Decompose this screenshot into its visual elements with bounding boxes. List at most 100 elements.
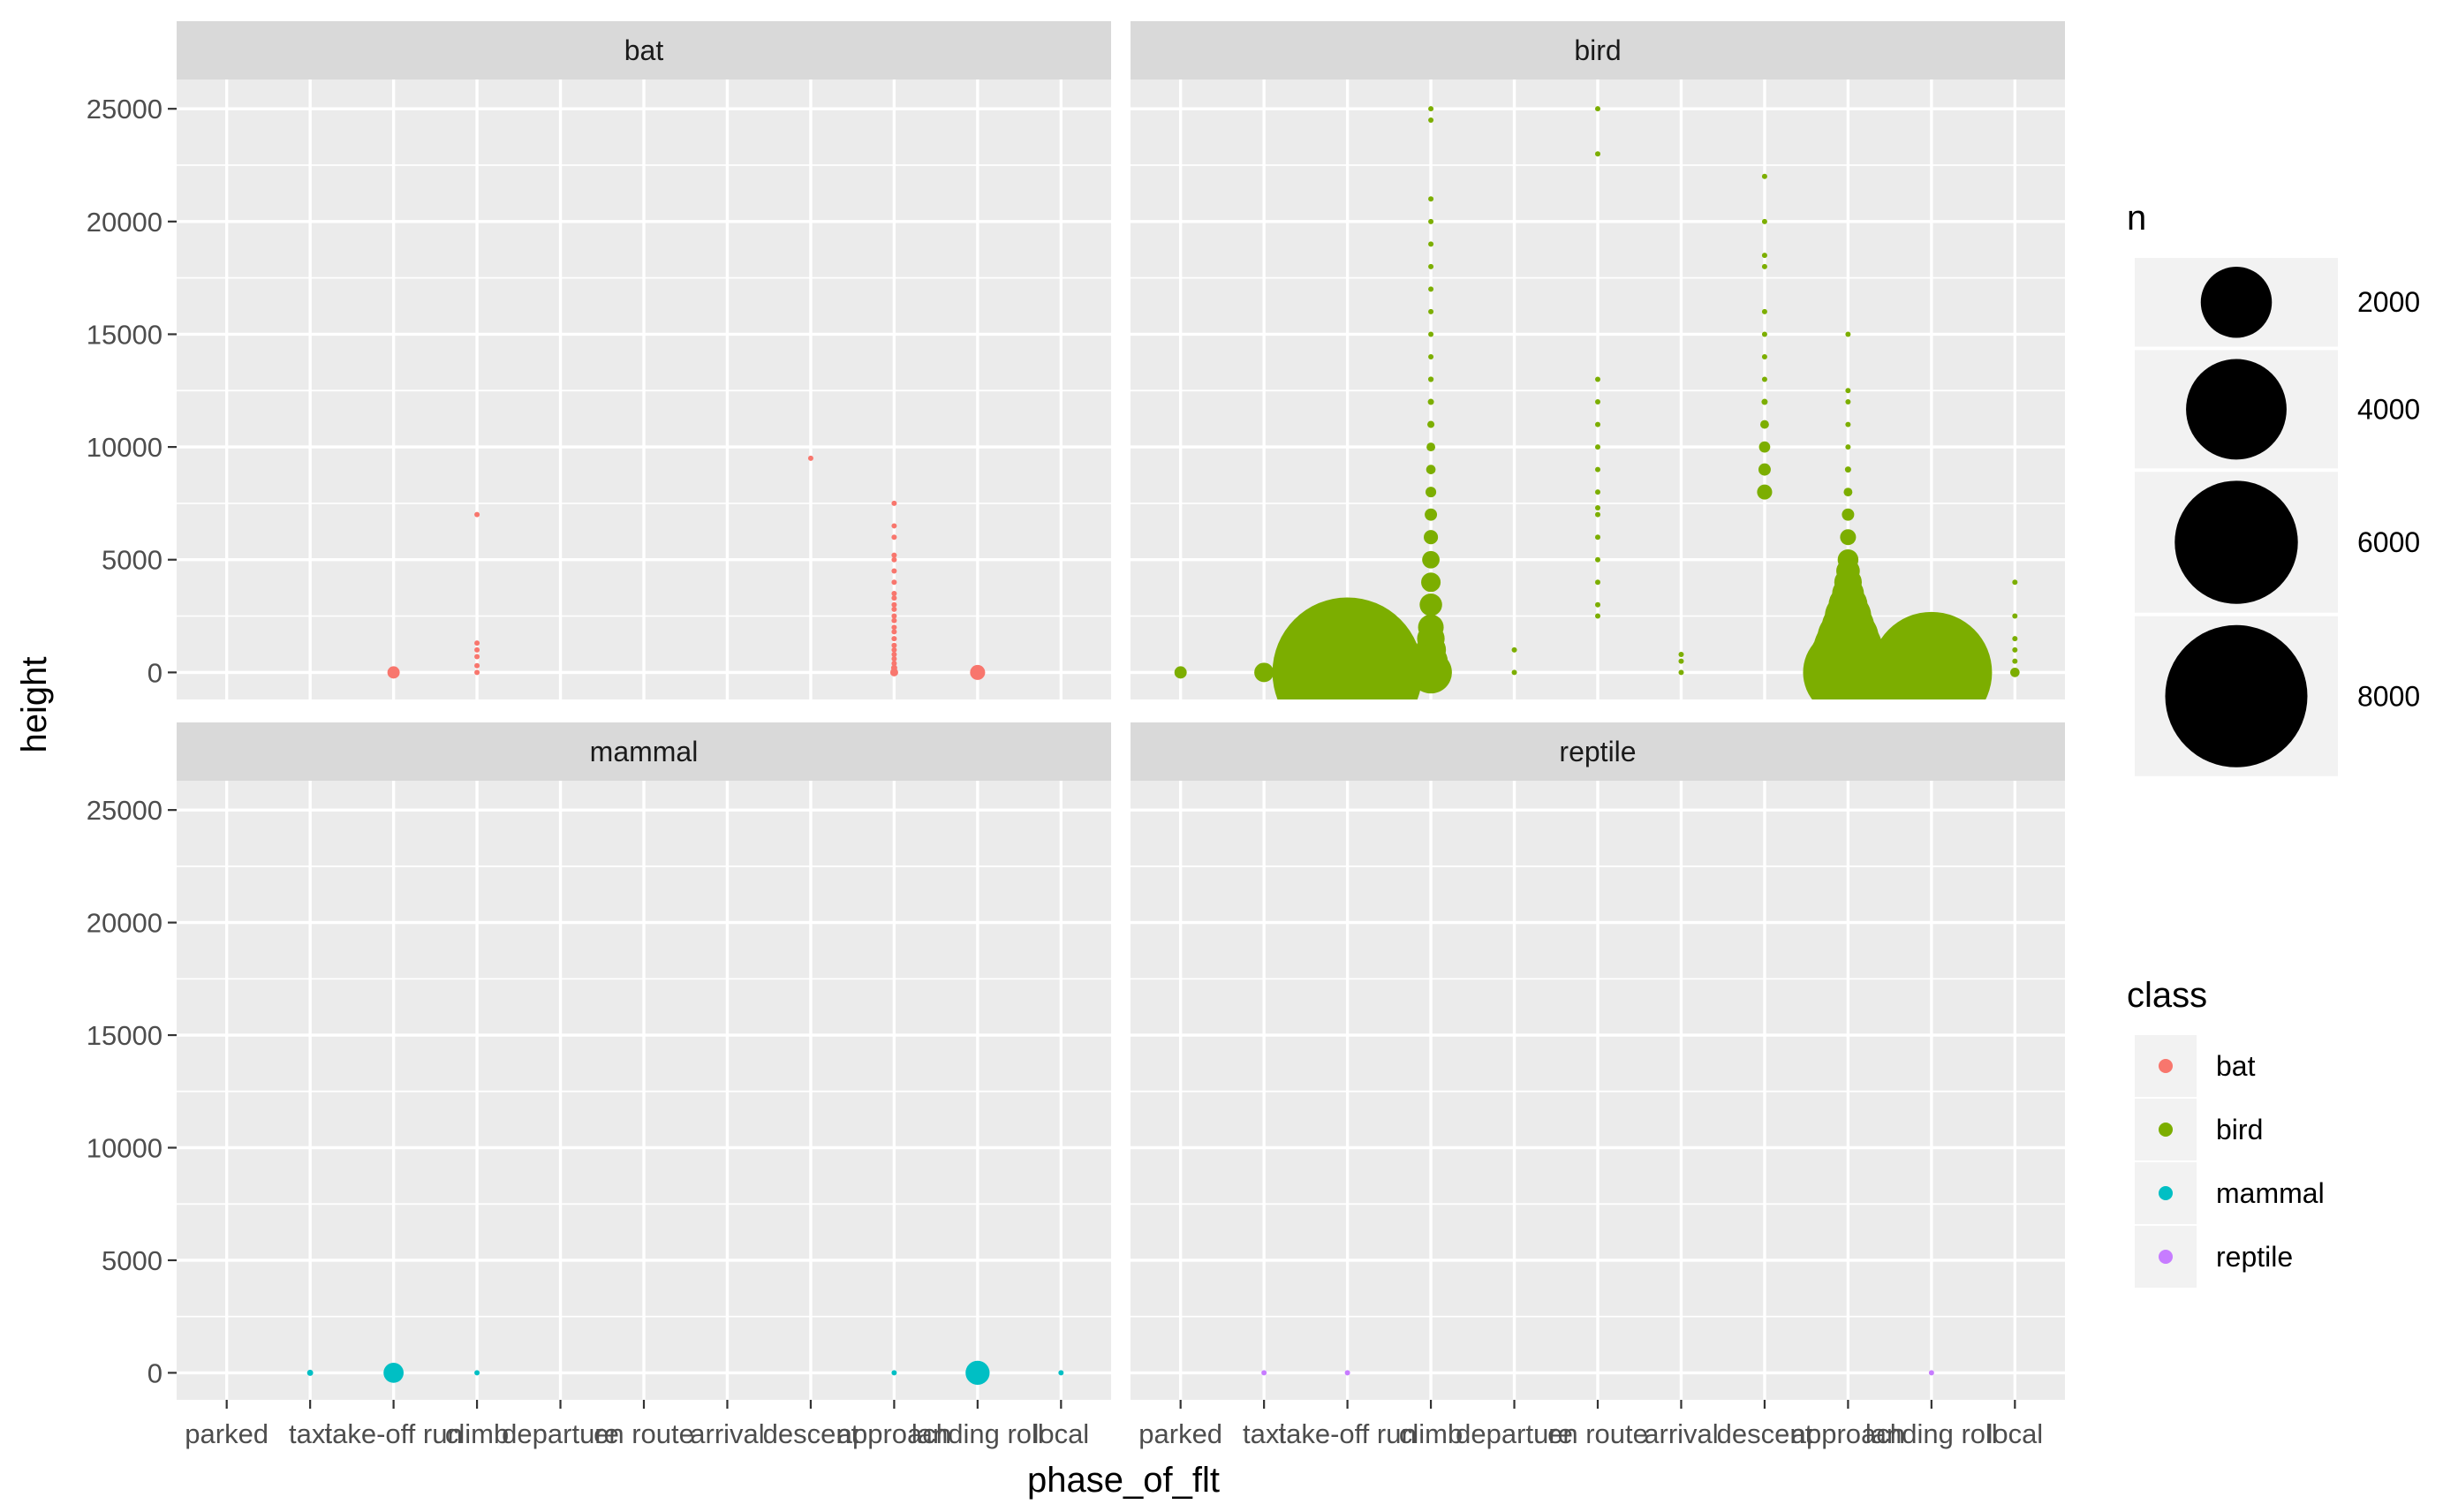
facet-strip-bird bbox=[1131, 21, 2065, 79]
data-point-bird bbox=[2012, 636, 2018, 642]
data-point-bird bbox=[1758, 463, 1771, 476]
data-point-bird bbox=[1761, 308, 1767, 314]
color-legend-swatch-bird bbox=[2159, 1123, 2173, 1137]
data-point-bird bbox=[1428, 353, 1434, 359]
data-point-bird bbox=[1845, 331, 1851, 337]
data-point-bird bbox=[2009, 668, 2020, 677]
data-point-bird bbox=[1803, 627, 1894, 699]
data-point-bat bbox=[891, 636, 897, 642]
y-tick-label: 25000 bbox=[87, 795, 163, 826]
data-point-mammal bbox=[306, 1369, 314, 1376]
data-point-bat bbox=[387, 666, 400, 679]
data-point-bird bbox=[1761, 253, 1767, 259]
y-axes: 0 5000 10000 15000 20000 25000 0 5000 10000 15000… bbox=[87, 94, 177, 1388]
data-point-bat bbox=[891, 646, 897, 653]
data-point-bat bbox=[474, 646, 480, 653]
data-point-bat bbox=[891, 642, 897, 648]
color-legend: class bat bird mammal reptile bbox=[2127, 976, 2325, 1288]
data-point-bird bbox=[1761, 398, 1768, 405]
data-point-bird bbox=[1595, 466, 1600, 472]
data-point-bird bbox=[1272, 597, 1423, 699]
data-point-bird bbox=[1428, 241, 1434, 247]
x-tick-label: climb bbox=[1399, 1418, 1463, 1449]
data-point-bird bbox=[1761, 218, 1767, 224]
data-point-bird bbox=[1761, 173, 1767, 179]
data-point-bird bbox=[1427, 376, 1434, 382]
data-point-bird bbox=[1845, 421, 1851, 427]
data-point-bird bbox=[1426, 487, 1437, 498]
y-tick-label: 0 bbox=[147, 1357, 163, 1388]
y-tick-label: 0 bbox=[147, 657, 163, 688]
data-point-bird bbox=[2012, 658, 2018, 664]
data-point-bird bbox=[1758, 441, 1771, 453]
data-point-bird bbox=[1678, 651, 1684, 657]
x-tick-label: arrival bbox=[690, 1418, 764, 1449]
data-point-bird bbox=[1840, 529, 1857, 546]
data-point-bat bbox=[891, 579, 897, 586]
data-point-bat bbox=[891, 552, 897, 558]
data-point-bat bbox=[891, 661, 897, 667]
data-point-bird bbox=[1845, 399, 1851, 405]
x-tick-label: local bbox=[1032, 1418, 1089, 1449]
data-point-bird bbox=[1845, 444, 1851, 450]
data-point-bird bbox=[2012, 646, 2018, 653]
y-tick-label: 20000 bbox=[87, 908, 163, 939]
data-point-mammal bbox=[891, 1370, 897, 1376]
data-point-bird bbox=[1428, 331, 1434, 337]
color-legend-label: reptile bbox=[2216, 1241, 2293, 1273]
x-tick-label: descent bbox=[1717, 1418, 1813, 1449]
data-point-bat bbox=[891, 617, 897, 624]
color-legend-swatch-bat bbox=[2159, 1059, 2173, 1073]
data-point-bat bbox=[891, 629, 897, 635]
data-point-bat bbox=[474, 640, 480, 646]
data-point-bird bbox=[1761, 376, 1767, 382]
data-point-bird bbox=[1595, 556, 1600, 563]
data-point-bird bbox=[1678, 658, 1684, 664]
x-tick-label: parked bbox=[1138, 1418, 1222, 1449]
data-point-bat bbox=[891, 651, 897, 657]
data-point-bird bbox=[1511, 646, 1517, 653]
size-legend-circle bbox=[2186, 359, 2287, 460]
data-point-bat bbox=[474, 654, 480, 660]
data-point-bird bbox=[1424, 530, 1439, 545]
points-reptile bbox=[1261, 1370, 1934, 1376]
data-point-reptile bbox=[1344, 1370, 1350, 1376]
data-point-bird bbox=[1595, 151, 1600, 157]
data-point-bird bbox=[1428, 286, 1434, 292]
data-point-bat bbox=[474, 662, 480, 669]
data-point-bird bbox=[1428, 218, 1434, 224]
facet-panel-mammal: mammal bbox=[177, 722, 1111, 1400]
facet-strip-label: bat bbox=[624, 34, 664, 66]
data-point-bird bbox=[1426, 442, 1436, 452]
data-point-bat bbox=[891, 613, 897, 619]
data-point-bird bbox=[1595, 579, 1600, 586]
x-tick-label: en route bbox=[1547, 1418, 1648, 1449]
size-legend-circle bbox=[2174, 480, 2298, 604]
data-point-bird bbox=[1595, 489, 1600, 495]
size-legend-title: n bbox=[2127, 199, 2146, 238]
data-point-bird bbox=[2012, 579, 2018, 586]
x-tick-label: landing roll bbox=[911, 1418, 1044, 1449]
data-point-bird bbox=[1595, 376, 1600, 382]
gridlines bbox=[177, 79, 1111, 699]
x-tick-label: landing roll bbox=[1865, 1418, 1998, 1449]
data-point-bat bbox=[474, 511, 480, 518]
data-point-bat bbox=[891, 624, 897, 631]
data-point-bat bbox=[891, 591, 897, 597]
data-point-bird bbox=[1595, 613, 1600, 619]
y-tick-label: 5000 bbox=[102, 545, 163, 576]
color-legend-label: bird bbox=[2216, 1114, 2263, 1145]
data-point-bird bbox=[1842, 508, 1855, 521]
color-legend-label: bat bbox=[2216, 1050, 2256, 1082]
facet-panel-bat: bat bbox=[177, 21, 1111, 699]
data-point-bat bbox=[891, 500, 897, 506]
data-point-bat bbox=[889, 668, 898, 677]
x-tick-label: departure bbox=[1456, 1418, 1573, 1449]
data-point-bird bbox=[1678, 669, 1684, 676]
data-point-bat bbox=[891, 523, 897, 529]
data-point-bird bbox=[1254, 662, 1274, 683]
data-point-bird bbox=[1595, 106, 1600, 112]
data-point-bird bbox=[1595, 534, 1600, 541]
data-point-bird bbox=[1761, 331, 1767, 337]
size-legend-label: 8000 bbox=[2357, 680, 2420, 712]
